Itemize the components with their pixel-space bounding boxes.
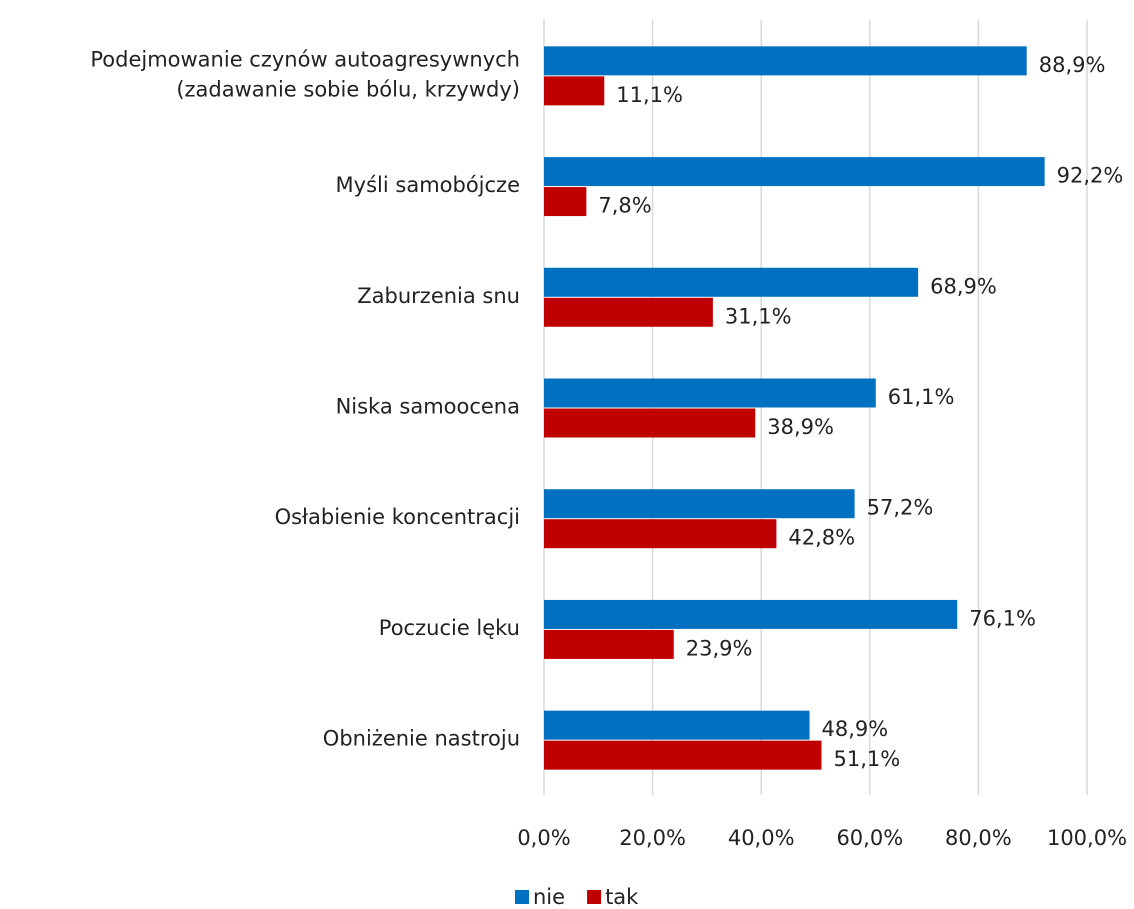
y-tick-label: Obniżenie nastroju bbox=[323, 727, 520, 751]
value-label: 68,9% bbox=[930, 274, 997, 298]
bar bbox=[544, 76, 605, 106]
x-tick-label: 0,0% bbox=[517, 826, 570, 850]
bar bbox=[544, 297, 713, 327]
value-label: 61,1% bbox=[888, 385, 955, 409]
bar bbox=[544, 157, 1045, 187]
bar bbox=[544, 267, 919, 297]
y-tick-label: Niska samoocena bbox=[336, 395, 520, 419]
bar bbox=[544, 378, 876, 408]
bar bbox=[544, 187, 587, 217]
y-tick-label: Myśli samobójcze bbox=[336, 173, 520, 197]
value-label: 57,2% bbox=[867, 496, 934, 520]
y-tick-label: Zaburzenia snu bbox=[357, 284, 520, 308]
value-label: 38,9% bbox=[767, 415, 834, 439]
x-tick-label: 80,0% bbox=[945, 826, 1012, 850]
legend-swatch bbox=[587, 890, 602, 904]
bar bbox=[544, 46, 1027, 76]
x-tick-label: 40,0% bbox=[728, 826, 795, 850]
legend-label: nie bbox=[533, 885, 565, 909]
legend-swatch bbox=[515, 890, 529, 904]
value-label: 76,1% bbox=[969, 606, 1036, 630]
value-label: 31,1% bbox=[725, 304, 792, 328]
bar bbox=[544, 629, 674, 659]
value-label: 92,2% bbox=[1057, 164, 1124, 188]
bar bbox=[544, 599, 958, 629]
value-label: 48,9% bbox=[822, 717, 889, 741]
value-label: 42,8% bbox=[788, 526, 855, 550]
bar bbox=[544, 408, 756, 438]
bar bbox=[544, 710, 810, 740]
y-tick-label: Poczucie lęku bbox=[379, 616, 520, 640]
value-label: 88,9% bbox=[1039, 53, 1106, 77]
bar bbox=[544, 740, 822, 770]
x-tick-label: 20,0% bbox=[619, 826, 686, 850]
bar bbox=[544, 489, 855, 519]
legend-label: tak bbox=[605, 885, 639, 909]
y-tick-label: Podejmowanie czynów autoagresywnych (zada… bbox=[90, 47, 520, 101]
y-tick-label: Osłabienie koncentracji bbox=[275, 505, 520, 529]
value-label: 7,8% bbox=[598, 194, 651, 218]
value-label: 23,9% bbox=[686, 636, 753, 660]
value-label: 11,1% bbox=[616, 83, 683, 107]
x-tick-label: 60,0% bbox=[836, 826, 903, 850]
x-tick-label: 100,0% bbox=[1047, 826, 1127, 850]
value-label: 51,1% bbox=[833, 747, 900, 771]
bar bbox=[544, 519, 777, 549]
